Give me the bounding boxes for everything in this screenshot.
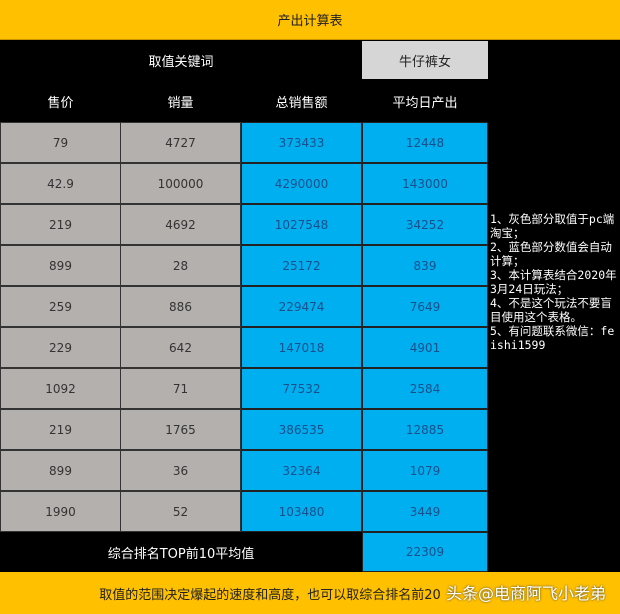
- price-cell[interactable]: 1092: [0, 368, 121, 409]
- column-header: 平均日产出: [392, 95, 458, 111]
- sales-cell[interactable]: 1765: [120, 409, 241, 450]
- sales-cell[interactable]: 36: [120, 450, 241, 491]
- sales-cell[interactable]: 886: [120, 286, 241, 327]
- note-item: 1、灰色部分取值于pc端淘宝；: [490, 212, 615, 240]
- total-sales-cell[interactable]: 25172: [241, 245, 362, 286]
- sales-cell[interactable]: 642: [120, 327, 241, 368]
- footer-text: 取值的范围决定爆起的速度和高度，也可以取综合排名前20: [99, 587, 441, 603]
- price-cell[interactable]: 219: [0, 204, 121, 245]
- total-sales-cell[interactable]: 4290000: [241, 163, 362, 204]
- sales-cell[interactable]: 100000: [120, 163, 241, 204]
- keyword-label: 取值关键词: [148, 54, 214, 70]
- daily-output-cell[interactable]: 4901: [362, 327, 488, 368]
- sales-cell[interactable]: 4692: [120, 204, 241, 245]
- sales-cell[interactable]: 52: [120, 491, 241, 532]
- daily-output-cell[interactable]: 1079: [362, 450, 488, 491]
- price-cell[interactable]: 42.9: [0, 163, 121, 204]
- notes-panel: 1、灰色部分取值于pc端淘宝； 2、蓝色部分数值会自动计算； 3、本计算表结合202…: [490, 212, 618, 352]
- total-sales-cell[interactable]: 103480: [241, 491, 362, 532]
- summary-value-cell[interactable]: 22309: [362, 532, 488, 572]
- watermark: 头条@电商阿飞小老弟: [445, 584, 606, 603]
- price-cell[interactable]: 219: [0, 409, 121, 450]
- note-item: 2、蓝色部分数值会自动计算；: [490, 240, 612, 268]
- daily-output-cell[interactable]: 143000: [362, 163, 488, 204]
- note-item: 5、有问题联系微信：feishi1599: [490, 324, 615, 352]
- daily-output-cell[interactable]: 34252: [362, 204, 488, 245]
- sales-cell[interactable]: 4727: [120, 122, 241, 163]
- price-cell[interactable]: 1990: [0, 491, 121, 532]
- daily-output-cell[interactable]: 839: [362, 245, 488, 286]
- total-sales-cell[interactable]: 373433: [241, 122, 362, 163]
- total-sales-cell[interactable]: 77532: [241, 368, 362, 409]
- column-header: 销量: [167, 95, 194, 111]
- daily-output-cell[interactable]: 3449: [362, 491, 488, 532]
- sales-cell[interactable]: 71: [120, 368, 241, 409]
- keyword-value-cell[interactable]: 牛仔裤女: [362, 41, 488, 79]
- total-sales-cell[interactable]: 32364: [241, 450, 362, 491]
- price-cell[interactable]: 899: [0, 245, 121, 286]
- sheet-title: 产出计算表: [0, 0, 620, 40]
- daily-output-cell[interactable]: 12885: [362, 409, 488, 450]
- total-sales-cell[interactable]: 229474: [241, 286, 362, 327]
- total-sales-cell[interactable]: 147018: [241, 327, 362, 368]
- footer-note: 取值的范围决定爆起的速度和高度，也可以取综合排名前20: [0, 572, 620, 614]
- daily-output-cell[interactable]: 2584: [362, 368, 488, 409]
- summary-label: 综合排名TOP前10平均值: [107, 546, 255, 562]
- note-item: 4、不是这个玩法不要盲目使用这个表格。: [490, 296, 612, 324]
- daily-output-cell[interactable]: 12448: [362, 122, 488, 163]
- price-cell[interactable]: 899: [0, 450, 121, 491]
- price-cell[interactable]: 229: [0, 327, 121, 368]
- note-item: 3、本计算表结合2020年3月24日玩法；: [490, 268, 617, 296]
- sales-cell[interactable]: 28: [120, 245, 241, 286]
- daily-output-cell[interactable]: 7649: [362, 286, 488, 327]
- total-sales-cell[interactable]: 1027548: [241, 204, 362, 245]
- price-cell[interactable]: 259: [0, 286, 121, 327]
- total-sales-cell[interactable]: 386535: [241, 409, 362, 450]
- price-cell[interactable]: 79: [0, 122, 121, 163]
- column-header: 总销售额: [275, 95, 328, 111]
- column-header: 售价: [47, 95, 74, 111]
